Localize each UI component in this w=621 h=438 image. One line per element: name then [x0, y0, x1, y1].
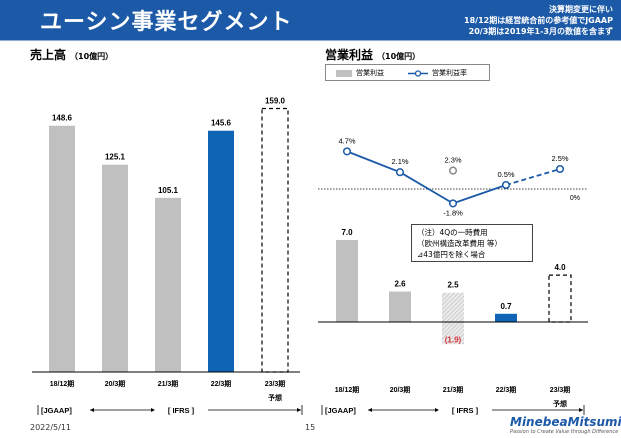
- header-note-2: 18/12期は経営統合前の参考値でJGAAP: [464, 16, 613, 25]
- legend-bar-swatch: [336, 70, 352, 77]
- sales-bracket-arrow-head: [151, 408, 155, 412]
- profit-bar: [336, 240, 358, 322]
- profit-bar-actual-negative: [442, 322, 464, 345]
- annotation-line-3: ⊿43億円を除く場合: [417, 250, 486, 259]
- sales-category-label: 20/3期: [105, 379, 126, 388]
- annotation-line-1: （注）4Qの一時費用: [417, 228, 488, 237]
- sales-bracket-jgaap-label: [JGAAP]: [41, 406, 72, 415]
- sales-bar: [102, 164, 128, 372]
- profit-forecast-label: 予想: [553, 399, 567, 408]
- annotation-box: （注）4Qの一時費用 （欧州構造改革費用 等） ⊿43億円を除く場合: [411, 224, 533, 262]
- profit-value-label: 7.0: [341, 228, 353, 237]
- profit-bar-forecast: [548, 274, 572, 323]
- sales-value-label: 145.6: [211, 119, 232, 128]
- margin-point: [342, 147, 352, 156]
- header-note-3: 20/3期は2019年1-3月の数値を含まず: [468, 27, 613, 36]
- profit-bracket-jgaap-label: [JGAAP]: [325, 406, 356, 415]
- margin-line-segment: [452, 184, 507, 205]
- margin-point: [555, 164, 565, 174]
- company-logo: MinebeaMitsumi Passion to Create Value t…: [510, 415, 621, 436]
- profit-section-title: 営業利益 （10億円）: [325, 46, 420, 63]
- legend-bar-label: 営業利益: [356, 69, 384, 77]
- sales-bar-forecast: [261, 107, 289, 373]
- profit-bar-adjusted: [442, 292, 464, 322]
- profit-value-label: 0.7: [500, 302, 512, 311]
- page-title: ユーシン事業セグメント: [40, 10, 293, 35]
- profit-title: 営業利益: [325, 48, 374, 62]
- profit-value-label: 4.0: [554, 263, 566, 272]
- sales-value-label: 159.0: [265, 97, 286, 106]
- sales-value-label: 125.1: [105, 153, 126, 162]
- footer-page-number: 15: [305, 423, 316, 432]
- profit-category-label: 23/3期: [550, 385, 571, 394]
- profit-bar: [495, 313, 517, 322]
- margin-line-forecast-segment: [505, 168, 561, 186]
- profit-category-label: 21/3期: [443, 385, 464, 394]
- margin-point: [395, 168, 405, 177]
- sales-category-label: 18/12期: [50, 379, 75, 388]
- sales-value-label: 148.6: [52, 114, 73, 123]
- margin-value-label: 2.5%: [551, 154, 568, 163]
- profit-category-label: 22/3期: [496, 385, 517, 394]
- profit-bracket-arrow-head: [368, 408, 372, 412]
- profit-legend: 営業利益 営業利益率: [325, 64, 490, 81]
- margin-line-segment: [346, 150, 401, 174]
- annotation-line-2: （欧州構造改革費用 等）: [417, 239, 502, 248]
- sales-bracket-arrow-head: [297, 408, 301, 412]
- margin-zero-label: 0%: [570, 195, 580, 202]
- profit-value-label: 2.5: [447, 281, 459, 290]
- sales-section-title: 売上高 （10億円）: [30, 46, 113, 63]
- profit-bar: [389, 291, 411, 322]
- margin-value-label: 0.5%: [497, 170, 514, 179]
- margin-adjusted-point: [448, 166, 458, 175]
- margin-point: [448, 199, 458, 208]
- profit-negative-label: (1.9): [445, 335, 462, 344]
- profit-bracket-ifrs-label: [ IFRS ]: [452, 406, 479, 415]
- sales-category-label: 21/3期: [158, 379, 179, 388]
- sales-bar: [155, 197, 181, 372]
- margin-adjusted-label: 2.3%: [444, 156, 461, 165]
- margin-line-segment: [399, 171, 454, 205]
- profit-unit: （10億円）: [377, 52, 421, 61]
- header-bar: ユーシン事業セグメント 決算期変更に伴い 18/12期は経営統合前の参考値でJG…: [0, 0, 621, 40]
- profit-bracket-arrow-head: [435, 408, 439, 412]
- profit-bracket-arrow-head: [579, 408, 583, 412]
- profit-category-label: 20/3期: [390, 385, 411, 394]
- sales-bracket-ifrs-label: [ IFRS ]: [168, 406, 195, 415]
- profit-category-label: 18/12期: [335, 385, 360, 394]
- sales-unit: （10億円）: [70, 52, 114, 61]
- legend-line-marker: [414, 70, 422, 77]
- sales-value-label: 105.1: [158, 186, 179, 195]
- margin-value-label: 4.7%: [338, 136, 355, 145]
- sales-category-label: 23/3期: [265, 379, 286, 388]
- sales-bar: [208, 130, 234, 372]
- sales-bar: [49, 125, 75, 373]
- sales-category-label: 22/3期: [211, 379, 232, 388]
- footer-date: 2022/5/11: [30, 423, 72, 432]
- sales-forecast-label: 予想: [268, 393, 282, 402]
- sales-title: 売上高: [30, 48, 67, 62]
- margin-value-label: -1.8%: [443, 208, 463, 217]
- sales-bracket-arrow-head: [90, 408, 94, 412]
- margin-value-label: 2.1%: [391, 157, 408, 166]
- profit-value-label: 2.6: [394, 280, 406, 289]
- margin-point: [501, 180, 511, 190]
- legend-line-label: 営業利益率: [432, 69, 467, 77]
- header-note-1: 決算期変更に伴い: [549, 5, 613, 14]
- logo-tagline: Passion to Create Value through Differen…: [510, 429, 619, 435]
- logo-name: MinebeaMitsumi: [510, 415, 621, 429]
